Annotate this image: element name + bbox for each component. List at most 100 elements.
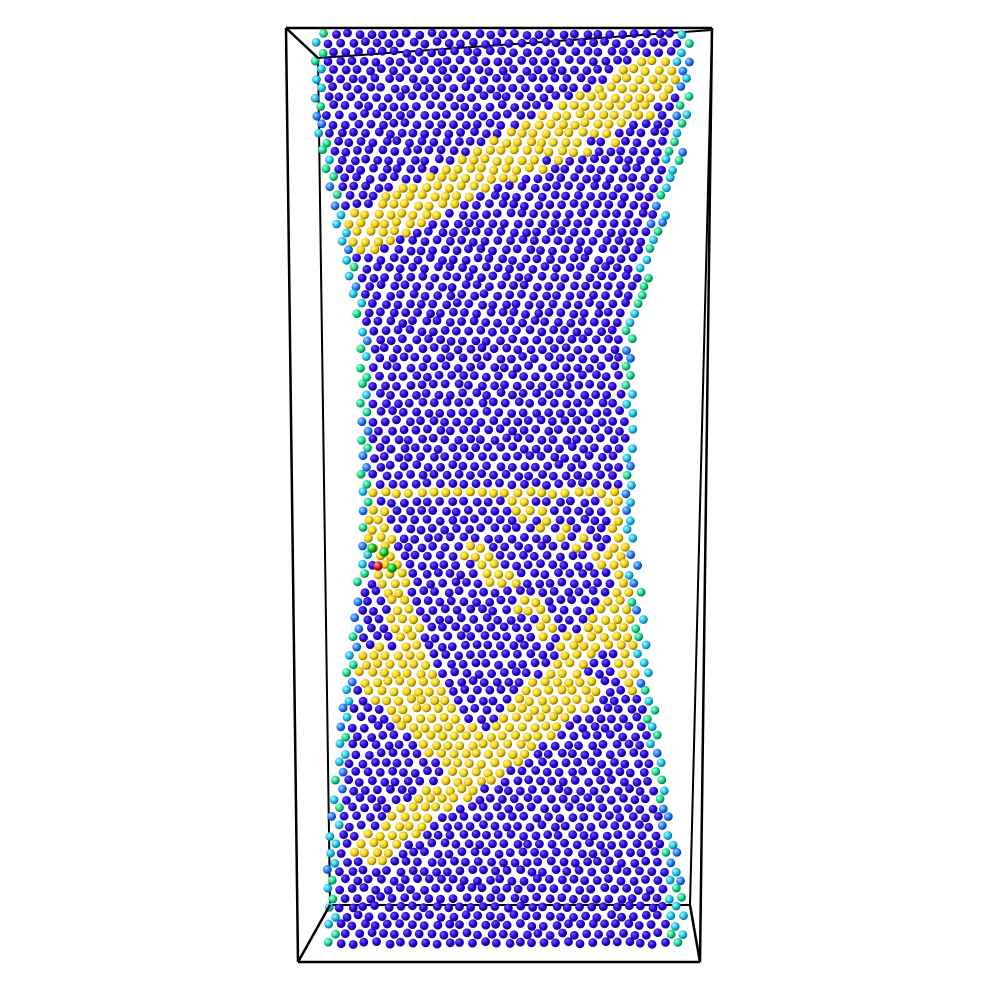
bulk-atom (569, 253, 579, 263)
bulk-atom (400, 893, 410, 903)
bulk-atom (576, 290, 586, 300)
bulk-atom (585, 364, 594, 373)
bulk-atom (446, 337, 456, 346)
bulk-atom (603, 444, 612, 454)
defect-atom (387, 830, 397, 841)
bulk-atom (476, 244, 486, 254)
bulk-atom (431, 111, 441, 121)
defect-atom (408, 659, 419, 669)
bulk-atom (519, 426, 529, 435)
bulk-atom (386, 129, 395, 139)
bulk-atom (550, 57, 560, 67)
bulk-atom (617, 228, 627, 238)
bulk-atom (353, 146, 362, 155)
surface-atom-green (335, 803, 344, 812)
bulk-atom (537, 541, 547, 551)
defect-atom (392, 839, 402, 849)
surface-atom-blue (652, 748, 662, 758)
bulk-atom (422, 354, 432, 364)
bulk-atom (579, 812, 589, 822)
bulk-atom (587, 75, 597, 85)
surface-atom-cyan (662, 183, 671, 193)
bulk-atom (339, 830, 349, 840)
bulk-atom (438, 228, 448, 238)
bulk-atom (624, 210, 634, 219)
defect-atom (610, 93, 620, 103)
defect-atom (368, 667, 378, 677)
defect-atom (508, 174, 518, 184)
defect-atom (560, 488, 570, 498)
bulk-atom (424, 533, 433, 543)
bulk-atom (400, 118, 410, 128)
bulk-atom (324, 74, 334, 83)
bulk-atom (465, 559, 475, 569)
bulk-atom (433, 58, 443, 67)
surface-atom-green (645, 244, 655, 253)
bulk-atom (605, 688, 615, 697)
bulk-atom (585, 379, 595, 389)
bulk-atom (557, 893, 567, 902)
bulk-atom (558, 623, 567, 633)
bulk-atom (431, 758, 440, 768)
bulk-atom (466, 344, 476, 354)
bulk-atom (441, 650, 451, 659)
bulk-atom (364, 145, 374, 155)
defect-atom (549, 711, 559, 722)
bulk-atom (436, 462, 445, 472)
bulk-atom (531, 831, 541, 841)
bulk-atom (580, 514, 590, 524)
bulk-atom (574, 506, 583, 516)
defect-atom (572, 694, 582, 705)
bulk-atom (394, 740, 404, 750)
bulk-atom (577, 460, 587, 470)
bulk-atom (565, 721, 575, 730)
bulk-atom (510, 103, 520, 112)
bulk-atom (550, 219, 560, 229)
bulk-atom (375, 353, 385, 363)
bulk-atom (585, 606, 595, 616)
surface-atom-blue (325, 182, 335, 192)
bulk-atom (558, 875, 567, 885)
bulk-atom (590, 154, 599, 164)
bulk-atom (579, 444, 589, 454)
bulk-atom (440, 604, 450, 614)
bulk-atom (427, 858, 437, 867)
surface-atom-cyan (635, 263, 645, 273)
bulk-atom (401, 174, 411, 184)
bulk-atom (653, 857, 662, 867)
bulk-atom (548, 417, 557, 426)
bulk-atom (504, 39, 514, 48)
bulk-atom (539, 849, 549, 859)
defect-atom (544, 685, 554, 695)
defect-atom (551, 722, 562, 732)
bulk-atom (596, 507, 606, 517)
bulk-atom (424, 145, 434, 155)
bulk-atom (641, 875, 650, 884)
bulk-atom (395, 235, 405, 245)
surface-atom-cyan (671, 867, 681, 877)
bulk-atom (370, 454, 379, 463)
bulk-atom (415, 841, 425, 850)
defect-atom (511, 165, 522, 175)
bulk-atom (486, 622, 496, 632)
bulk-atom (407, 587, 417, 597)
bulk-atom (562, 435, 572, 445)
bulk-atom (432, 37, 442, 46)
bulk-atom (477, 649, 487, 659)
bulk-atom (496, 496, 505, 506)
defect-atom (604, 119, 614, 129)
bulk-atom (610, 884, 619, 894)
bulk-atom (420, 39, 430, 49)
bulk-atom (412, 460, 422, 469)
bulk-atom (377, 46, 387, 56)
bulk-atom (627, 894, 637, 903)
surface-atom-cyan (625, 318, 635, 327)
defect-atom (429, 487, 439, 497)
defect-atom (445, 786, 455, 796)
bulk-atom (446, 409, 456, 418)
bulk-atom (471, 443, 481, 453)
bulk-atom (552, 902, 562, 911)
bulk-atom (621, 218, 631, 228)
bulk-atom (625, 39, 635, 49)
bulk-atom (560, 325, 569, 335)
